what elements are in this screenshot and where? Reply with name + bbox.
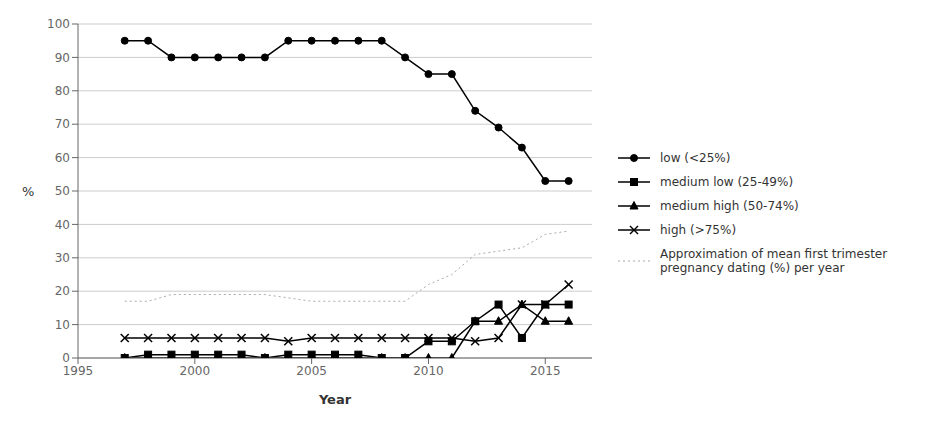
svg-text:Year: Year bbox=[318, 392, 352, 407]
html-text:medium low (25-49%): medium low (25-49%) bbox=[660, 175, 794, 189]
svg-text:2015: 2015 bbox=[530, 364, 561, 378]
svg-text:50: 50 bbox=[55, 184, 70, 198]
svg-text:10: 10 bbox=[55, 318, 70, 332]
html-text:pregnancy dating (%) per year: pregnancy dating (%) per year bbox=[660, 261, 845, 275]
svg-text:90: 90 bbox=[55, 51, 70, 65]
svg-text:1995: 1995 bbox=[63, 364, 94, 378]
svg-text:2005: 2005 bbox=[296, 364, 327, 378]
svg-text:70: 70 bbox=[55, 117, 70, 131]
svg-text:100: 100 bbox=[47, 17, 70, 31]
svg-text:80: 80 bbox=[55, 84, 70, 98]
html-text:high (>75%): high (>75%) bbox=[660, 223, 737, 237]
svg-text:60: 60 bbox=[55, 151, 70, 165]
svg-text:30: 30 bbox=[55, 251, 70, 265]
html-text:medium high (50-74%): medium high (50-74%) bbox=[660, 199, 799, 213]
svg-text:20: 20 bbox=[55, 284, 70, 298]
svg-text:2000: 2000 bbox=[180, 364, 211, 378]
html-text:Approximation of mean first tr: Approximation of mean first trimester bbox=[660, 247, 888, 261]
svg-text:40: 40 bbox=[55, 218, 70, 232]
svg-text:2010: 2010 bbox=[413, 364, 444, 378]
svg-text:0: 0 bbox=[62, 351, 70, 365]
svg-text:%: % bbox=[22, 184, 34, 199]
html-text:low (<25%): low (<25%) bbox=[660, 151, 731, 165]
